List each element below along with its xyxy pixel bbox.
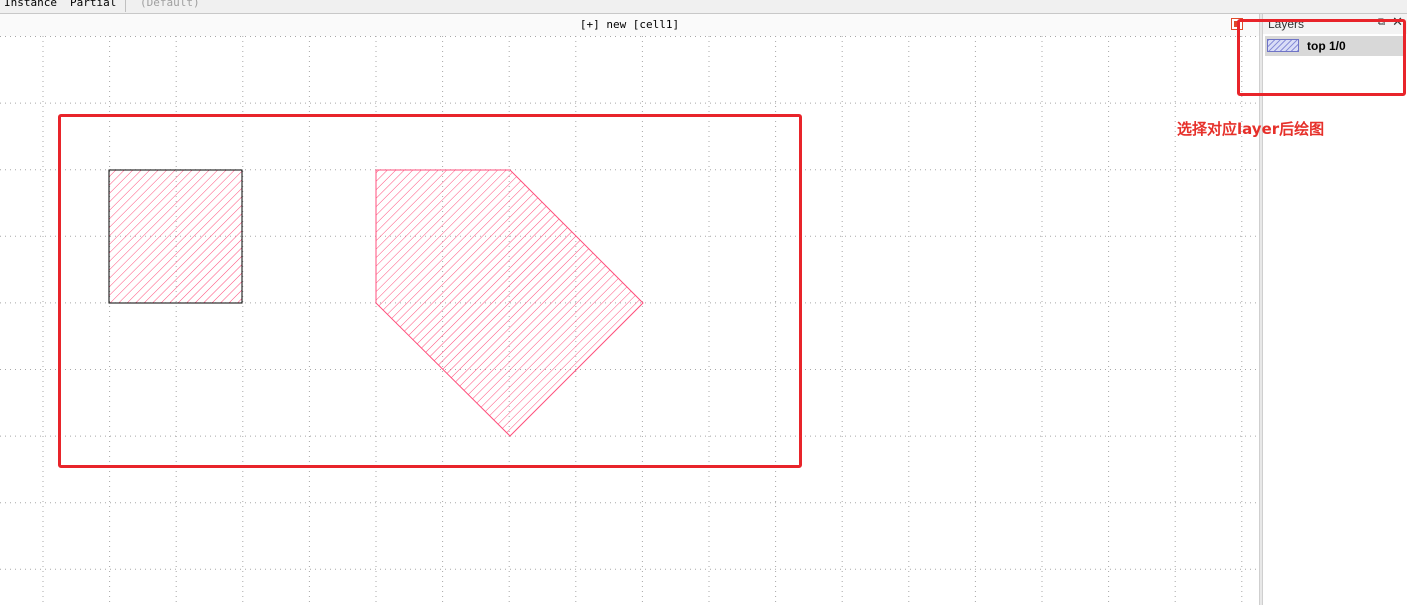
default-label: (Default)	[140, 0, 200, 9]
cell-title: [+] new [cell1]	[579, 18, 680, 31]
drawn-polygon-shape[interactable]	[375, 169, 644, 437]
layer-color-swatch	[1267, 39, 1299, 52]
canvas-title-bar: [+] new [cell1]	[0, 14, 1259, 36]
layers-highlight-box	[1237, 19, 1406, 96]
partial-tab[interactable]: Partial	[70, 0, 117, 9]
drawing-area[interactable]	[0, 14, 1259, 605]
layers-panel: Layers ⧉ ✕ top 1/0	[1263, 14, 1407, 605]
layout-canvas[interactable]: [+] new [cell1]	[0, 14, 1259, 605]
layer-name: top 1/0	[1307, 39, 1346, 53]
panel-splitter[interactable]	[1259, 14, 1263, 605]
layer-row-top[interactable]: top 1/0	[1265, 36, 1405, 56]
annotation-text: 选择对应layer后绘图	[1177, 120, 1325, 138]
shapes-highlight-box	[58, 114, 802, 468]
toolbar-separator	[125, 0, 126, 12]
instance-tab[interactable]: Instance	[4, 0, 57, 9]
drawn-square-shape[interactable]	[108, 169, 243, 304]
close-icon[interactable]: ✕	[1392, 15, 1403, 30]
float-window-icon[interactable]: ⧉	[1377, 17, 1385, 28]
toolbar: Instance Partial (Default)	[0, 0, 1407, 14]
